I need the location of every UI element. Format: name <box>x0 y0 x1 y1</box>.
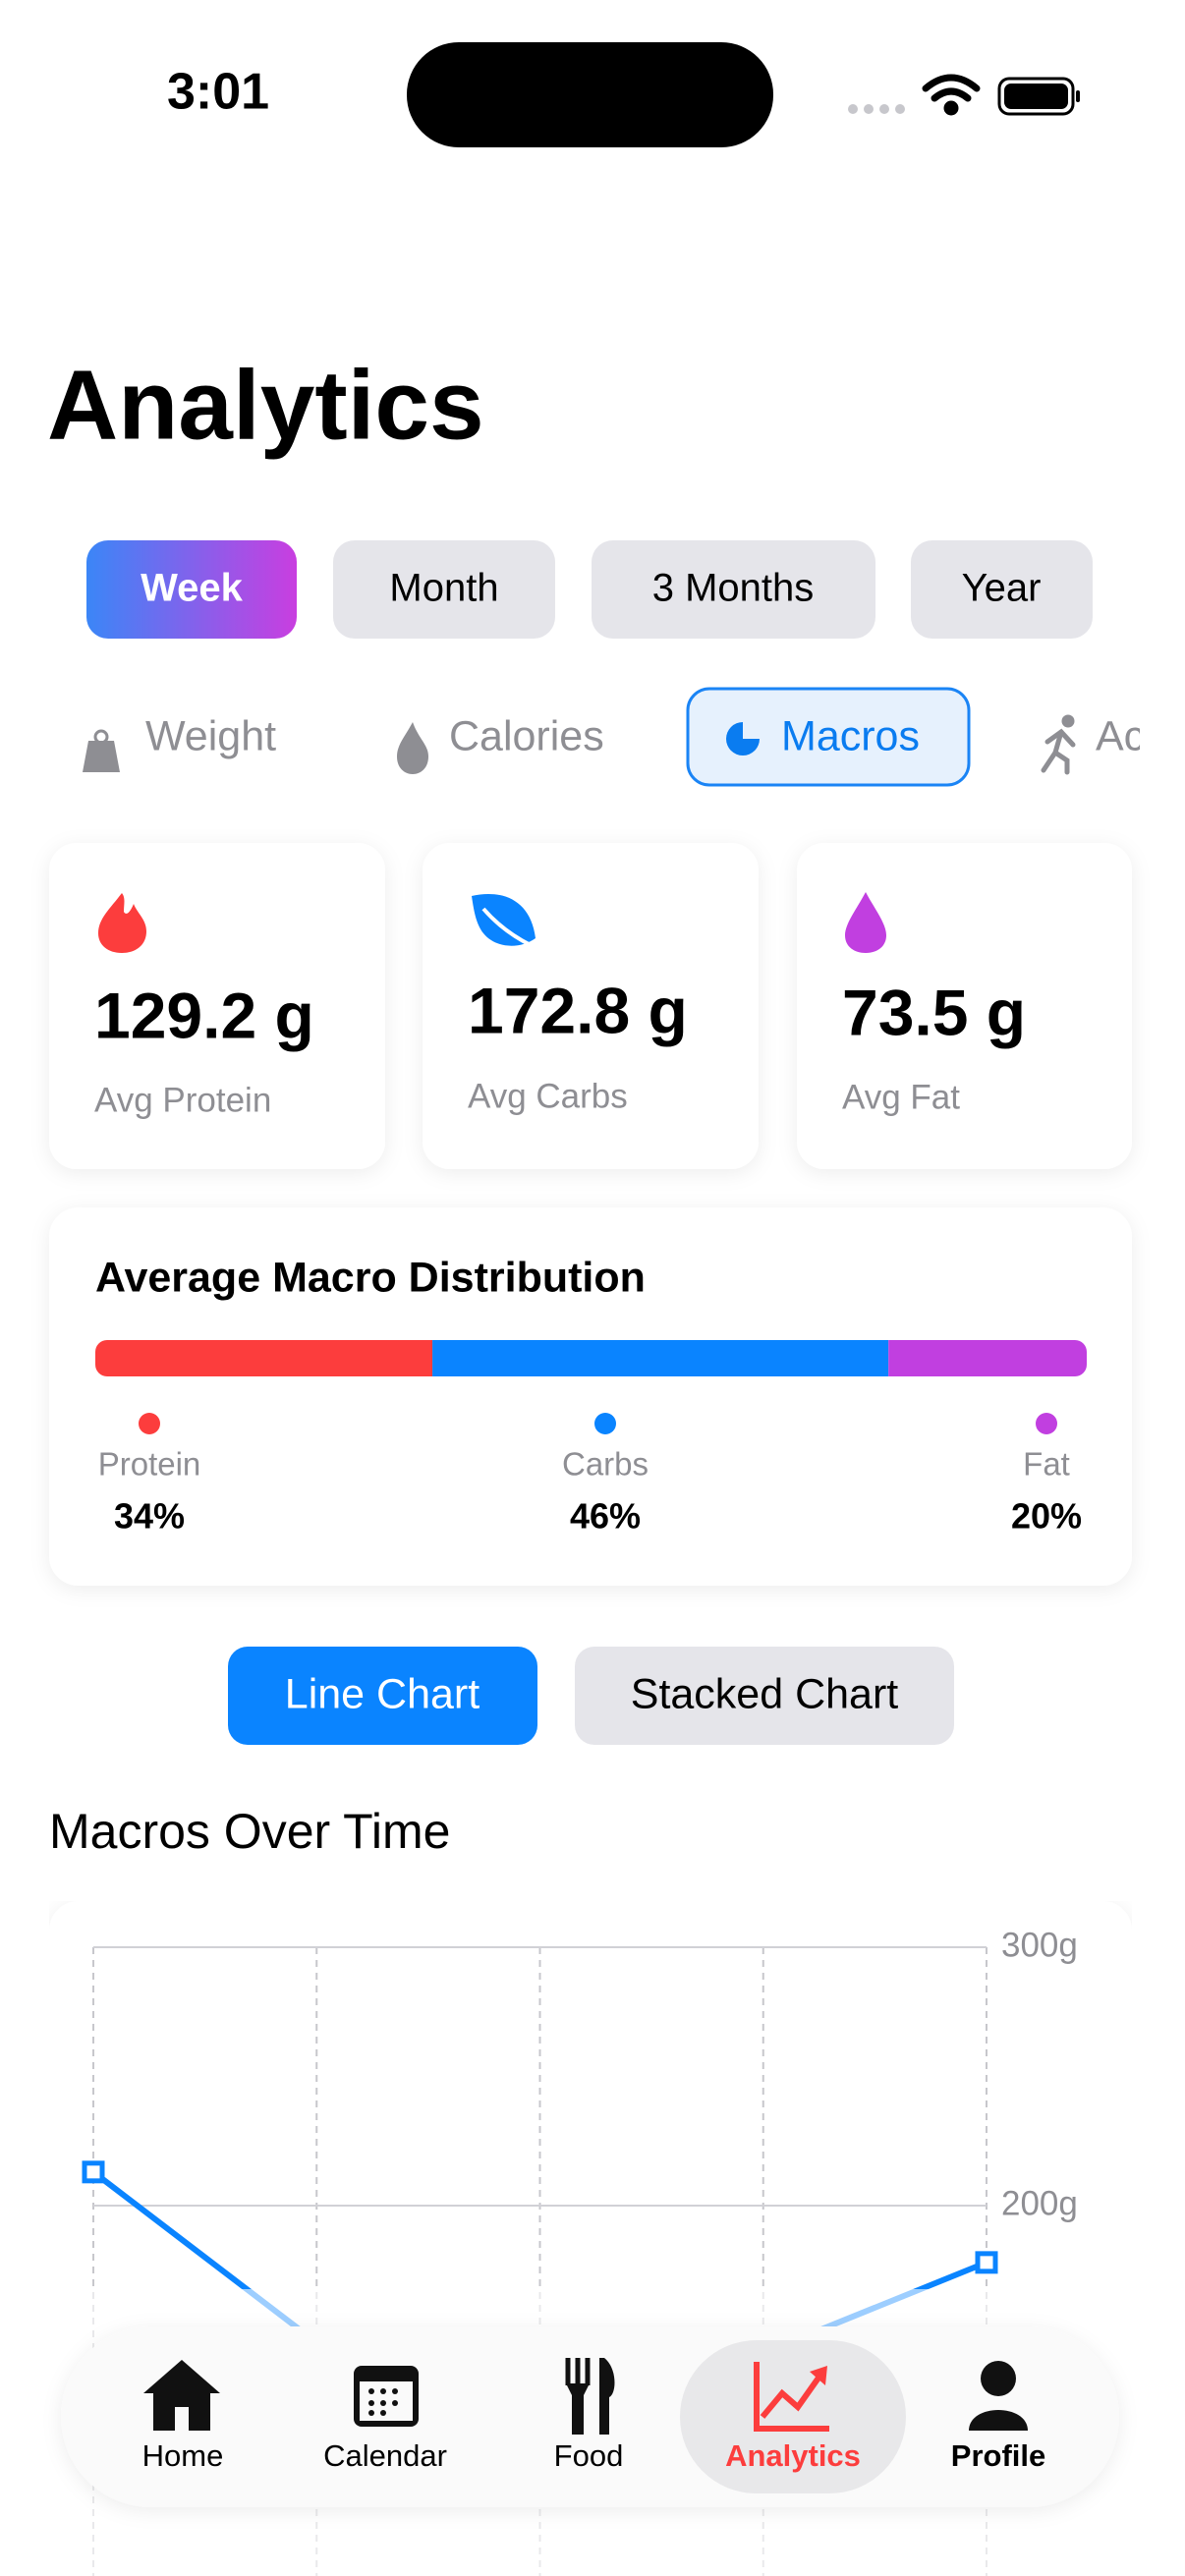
metric-tab-label: Macros <box>781 712 920 759</box>
toggle-button[interactable]: Line Chart <box>228 1647 537 1745</box>
chart-toggle: Line Chart Stacked Chart <box>228 1647 954 1745</box>
stat-label: Avg Protein <box>94 1081 271 1119</box>
chart-title: Macros Over Time <box>49 1804 450 1859</box>
distribution-segment <box>888 1340 1087 1376</box>
toggle-label: Stacked Chart <box>631 1670 899 1717</box>
distribution-card: Average Macro Distribution Protein 34% Car… <box>49 1207 1132 1586</box>
period-tab-label: Month <box>389 567 498 610</box>
metric-tab[interactable]: Macros <box>686 687 971 787</box>
tab-label: Profile <box>951 2438 1045 2473</box>
period-tab[interactable]: Year <box>911 540 1093 639</box>
tab-label: Calendar <box>323 2438 447 2473</box>
legend-name: Fat <box>1023 1446 1070 1483</box>
data-point <box>975 2251 998 2274</box>
stat-card: 129.2 g Avg Protein <box>49 843 385 1169</box>
metric-tab-label: Activity <box>1096 712 1185 759</box>
stat-label: Avg Fat <box>842 1078 960 1116</box>
legend-value: 34% <box>114 1496 185 1537</box>
distribution-segment <box>432 1340 889 1376</box>
dynamic-island <box>407 42 773 147</box>
stat-card: 73.5 g Avg Fat <box>797 843 1132 1169</box>
distribution-title: Average Macro Distribution <box>95 1254 646 1301</box>
metric-tab[interactable]: Activity <box>1041 712 1185 775</box>
wifi-icon <box>922 74 981 116</box>
period-tabs: Week Month 3 Months Year <box>86 540 1093 639</box>
legend-dot <box>139 1413 160 1434</box>
metric-tab-label: Calories <box>449 712 604 759</box>
tab-item[interactable]: Home <box>142 2360 224 2473</box>
tab-label: Home <box>142 2438 224 2473</box>
tab-item[interactable]: Food <box>554 2358 624 2473</box>
period-tab-label: Week <box>141 567 244 610</box>
calories-icon <box>397 722 428 774</box>
stat-value: 73.5 g <box>842 976 1026 1048</box>
distribution-bar <box>95 1340 1087 1376</box>
period-tab[interactable]: 3 Months <box>592 540 875 639</box>
period-tab[interactable]: Week <box>86 540 297 639</box>
legend-value: 46% <box>570 1496 641 1537</box>
stat-value: 129.2 g <box>94 979 314 1051</box>
toggle-label: Line Chart <box>285 1670 480 1717</box>
stat-card: 172.8 g Avg Carbs <box>423 843 759 1169</box>
tab-item[interactable]: Profile <box>951 2361 1045 2473</box>
weight-icon <box>83 741 120 772</box>
status-time: 3:01 <box>167 64 269 121</box>
protein-icon <box>98 893 146 953</box>
fat-icon <box>845 892 886 953</box>
tab-bar: Home Calendar Food Analytics Profile <box>61 2326 1119 2507</box>
period-tab[interactable]: Month <box>333 540 555 639</box>
metric-tabs: Weight Calories Macros Activity <box>83 687 1185 787</box>
activity-icon <box>1041 714 1076 775</box>
tab-label: Food <box>554 2438 624 2473</box>
data-point <box>82 2160 105 2184</box>
tab-item[interactable]: Calendar <box>323 2366 447 2473</box>
period-tab-label: Year <box>962 567 1042 610</box>
y-tick-label: 300g <box>1001 1926 1078 1964</box>
metric-tab[interactable]: Weight <box>83 712 276 772</box>
y-tick-label: 200g <box>1001 2184 1078 2222</box>
signal-icon <box>848 104 905 114</box>
metric-tab[interactable]: Calories <box>397 712 604 774</box>
tab-item[interactable]: Analytics <box>680 2340 906 2493</box>
page-title: Analytics <box>47 350 484 460</box>
period-tab-label: 3 Months <box>652 567 815 610</box>
legend-dot <box>594 1413 616 1434</box>
tab-label: Analytics <box>725 2438 861 2473</box>
stat-value: 172.8 g <box>468 974 688 1046</box>
legend-value: 20% <box>1011 1496 1082 1537</box>
legend-dot <box>1036 1413 1057 1434</box>
distribution-segment <box>95 1340 433 1376</box>
legend-name: Carbs <box>562 1446 649 1483</box>
stat-label: Avg Carbs <box>468 1077 628 1115</box>
battery-icon <box>997 77 1080 116</box>
legend-name: Protein <box>98 1446 201 1483</box>
metric-tab-label: Weight <box>145 712 276 759</box>
toggle-button[interactable]: Stacked Chart <box>575 1647 954 1745</box>
carbs-icon <box>472 893 536 946</box>
